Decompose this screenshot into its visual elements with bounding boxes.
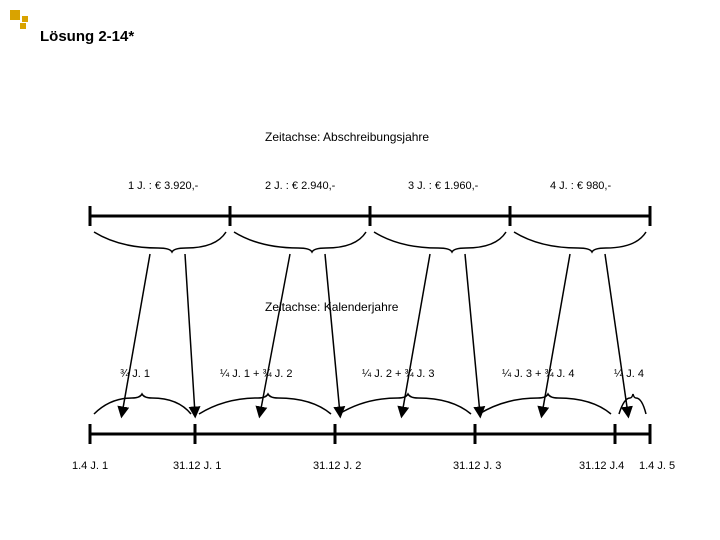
year4-value: 4 J. : € 980,- <box>550 180 611 192</box>
date4: 31.12 J. 3 <box>453 460 501 472</box>
date5: 31.12 J.4 <box>579 460 624 472</box>
date1: 1.4 J. 1 <box>72 460 108 472</box>
frac2: ¼ J. 1 + ¾ J. 2 <box>220 368 292 380</box>
date3: 31.12 J. 2 <box>313 460 361 472</box>
page-title: Lösung 2-14* <box>40 28 134 45</box>
frac5: ¼ J. 4 <box>614 368 644 380</box>
frac3: ¼ J. 2 + ¾ J. 3 <box>362 368 434 380</box>
braces1 <box>0 230 720 254</box>
axis2-title: Zeitachse: Kalenderjahre <box>265 300 398 314</box>
axis1-title: Zeitachse: Abschreibungsjahre <box>265 130 429 144</box>
slide-deco <box>10 10 30 22</box>
year3-value: 3 J. : € 1.960,- <box>408 180 478 192</box>
year1-value: 1 J. : € 3.920,- <box>128 180 198 192</box>
braces2 <box>0 390 720 418</box>
timeline2 <box>0 422 720 452</box>
date6: 1.4 J. 5 <box>639 460 675 472</box>
frac1: ¾ J. 1 <box>120 368 150 380</box>
date2: 31.12 J. 1 <box>173 460 221 472</box>
frac4: ¼ J. 3 + ¾ J. 4 <box>502 368 574 380</box>
year2-value: 2 J. : € 2.940,- <box>265 180 335 192</box>
